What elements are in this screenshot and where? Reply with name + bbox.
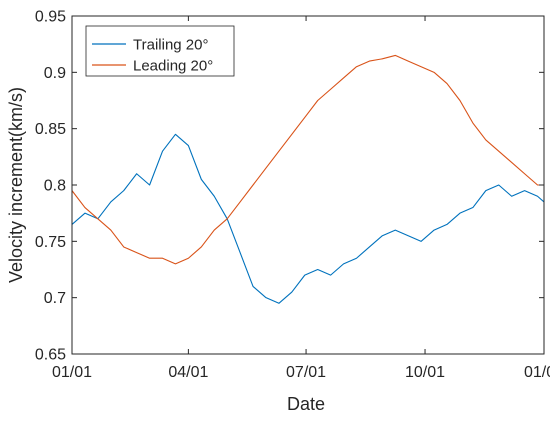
x-axis-ticks: 01/01 04/01 07/01 10/01 01/01 <box>52 16 550 381</box>
x-tick-label: 01/01 <box>52 364 92 381</box>
x-axis-title: Date <box>287 394 325 414</box>
legend-label-trailing: Trailing 20° <box>133 37 208 54</box>
y-tick-label: 0.85 <box>35 121 66 138</box>
legend: Trailing 20° Leading 20° <box>85 25 235 77</box>
series-line-leading <box>71 54 544 265</box>
x-tick-label: 10/01 <box>405 364 445 381</box>
y-tick-label: 0.7 <box>44 290 66 307</box>
legend-box <box>85 25 235 77</box>
x-tick-label: 04/01 <box>168 364 208 381</box>
y-tick-label: 0.75 <box>35 234 66 251</box>
y-axis-title: Velocity increment(km/s) <box>6 87 26 283</box>
x-tick-label: 07/01 <box>286 364 326 381</box>
plot-series-group <box>71 54 545 304</box>
legend-label-leading: Leading 20° <box>133 58 213 75</box>
series-line-trailing <box>71 133 545 304</box>
y-axis-ticks: 0.65 0.7 0.75 0.8 0.85 0.9 0.95 <box>35 9 544 364</box>
x-tick-label: 01/01 <box>524 364 550 381</box>
y-tick-label: 0.65 <box>35 347 66 364</box>
plot-area-frame <box>71 15 545 355</box>
y-tick-label: 0.9 <box>44 65 66 82</box>
y-tick-label: 0.95 <box>35 9 66 26</box>
y-tick-label: 0.8 <box>44 178 66 195</box>
